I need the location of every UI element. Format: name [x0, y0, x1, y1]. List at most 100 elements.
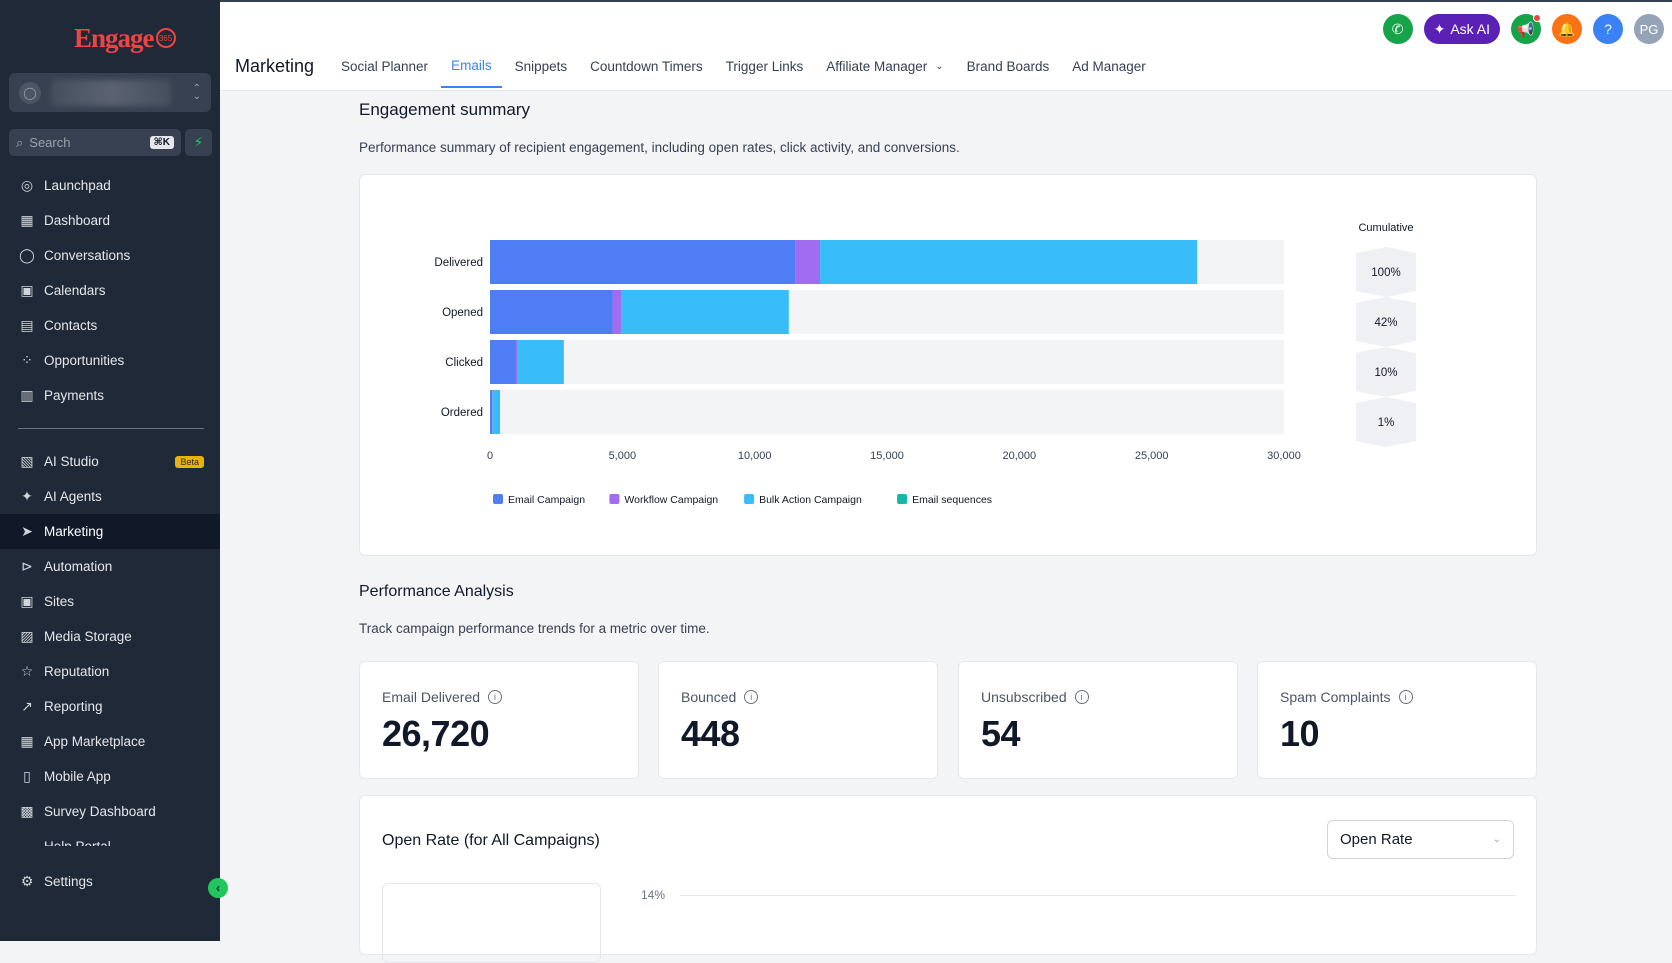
sidebar-item-ai-agents[interactable]: ✦AI Agents	[0, 479, 220, 514]
sidebar-item-sites[interactable]: ▣Sites	[0, 584, 220, 619]
chevron-updown-icon: ⌃⌄	[193, 85, 201, 101]
sidebar-item-opportunities[interactable]: ⁘Opportunities	[0, 343, 220, 378]
category-label: Delivered	[434, 257, 483, 269]
sidebar-item-reputation[interactable]: ☆Reputation	[0, 654, 220, 689]
sidebar-item-label: Contacts	[44, 318, 97, 333]
tab-ad-manager[interactable]: Ad Manager	[1072, 58, 1146, 88]
ask-ai-button[interactable]: ✦ Ask AI	[1424, 14, 1500, 44]
metric-select[interactable]: Open Rate ⌄	[1327, 820, 1514, 859]
sidebar-item-mobile-app[interactable]: ▯Mobile App	[0, 759, 220, 794]
cumulative-value: 100%	[1371, 267, 1400, 279]
avatar-initials: PG	[1640, 22, 1659, 37]
trend-icon: ↗	[18, 698, 36, 716]
sidebar-item-contacts[interactable]: ▤ Contacts	[0, 308, 220, 343]
info-icon[interactable]: i	[1075, 690, 1089, 704]
open-rate-card: Open Rate (for All Campaigns) Open Rate …	[359, 795, 1537, 955]
sidebar-item-automation[interactable]: ⊳Automation	[0, 549, 220, 584]
sidebar-item-survey-dashboard[interactable]: ▩Survey Dashboard	[0, 794, 220, 829]
sidebar-item-dashboard[interactable]: ▦Dashboard	[0, 203, 220, 238]
bar-segment	[613, 290, 621, 334]
phone-icon[interactable]: ✆	[1383, 14, 1413, 44]
sidebar-item-calendars[interactable]: ▣Calendars	[0, 273, 220, 308]
performance-analysis-title: Performance Analysis	[359, 583, 514, 601]
chat-bubble-icon: ◯	[18, 247, 36, 265]
sidebar-item-label: Reporting	[44, 699, 103, 714]
bar-segment	[490, 290, 613, 334]
sidebar-item-label: AI Agents	[44, 489, 102, 504]
open-rate-summary-panel	[382, 883, 601, 963]
payments-icon: ▥	[18, 387, 36, 405]
legend-label: Email Campaign	[508, 494, 585, 506]
sidebar-item-label: Help Portal	[44, 839, 111, 846]
sidebar-item-reporting[interactable]: ↗ Reporting	[0, 689, 220, 724]
quick-action-bolt-icon[interactable]: ⚡	[185, 129, 212, 156]
tab-affiliate-manager[interactable]: Affiliate Manager⌄	[826, 58, 943, 88]
dashboard-icon: ▦	[18, 212, 36, 230]
bar-track	[490, 340, 1284, 384]
stat-value: 54	[981, 713, 1020, 755]
gridline	[680, 895, 1516, 896]
bar-segment	[490, 390, 492, 434]
cumulative-header: Cumulative	[1358, 222, 1413, 234]
sidebar-search[interactable]: ⌕ Search ⌘K	[9, 129, 181, 156]
cumulative-value: 10%	[1374, 367, 1397, 379]
ask-ai-label: Ask AI	[1450, 21, 1490, 37]
sidebar-item-media-storage[interactable]: ▨Media Storage	[0, 619, 220, 654]
tab-social-planner[interactable]: Social Planner	[341, 58, 428, 88]
sidebar-item-conversations[interactable]: ◯Conversations	[0, 238, 220, 273]
info-icon[interactable]: i	[744, 690, 758, 704]
brand-logo[interactable]: Engage 365	[74, 18, 176, 58]
sidebar-item-label: Media Storage	[44, 629, 132, 644]
engagement-chart: Delivered100%Opened42%Clicked10%Ordered1…	[360, 175, 1536, 555]
launchpad-icon: ◎	[18, 177, 36, 195]
open-rate-title: Open Rate (for All Campaigns)	[382, 832, 600, 850]
ai-studio-icon: ▧	[18, 453, 36, 471]
sidebar-item-label: Automation	[44, 559, 112, 574]
megaphone-icon[interactable]: 📢	[1511, 14, 1541, 44]
sparkle-icon: ✦	[1434, 21, 1446, 38]
bar-segment	[621, 290, 789, 334]
user-avatar[interactable]: PG	[1634, 14, 1664, 44]
tab-label: Affiliate Manager	[826, 59, 927, 74]
category-label: Clicked	[445, 357, 483, 369]
x-tick-label: 5,000	[609, 450, 637, 462]
bell-icon[interactable]: 🔔	[1552, 14, 1582, 44]
sidebar-item-settings[interactable]: ⚙ Settings	[0, 864, 220, 899]
performance-analysis-desc: Track campaign performance trends for a …	[359, 621, 710, 636]
sidebar-item-payments[interactable]: ▥Payments	[0, 378, 220, 413]
sidebar-item-launchpad[interactable]: ◎Launchpad	[0, 168, 220, 203]
tab-countdown-timers[interactable]: Countdown Timers	[590, 58, 703, 88]
sites-icon: ▣	[18, 593, 36, 611]
tab-brand-boards[interactable]: Brand Boards	[967, 58, 1050, 88]
help-button[interactable]: ?	[1593, 14, 1623, 44]
page-title: Marketing	[235, 56, 314, 77]
sidebar-item-marketing[interactable]: ➤Marketing	[0, 514, 220, 549]
info-icon[interactable]: i	[1399, 690, 1413, 704]
legend-swatch	[744, 494, 754, 504]
sidebar-item-help-portal[interactable]: ☁ Help Portal	[0, 829, 220, 846]
sidebar-item-app-marketplace[interactable]: ▦App Marketplace	[0, 724, 220, 759]
engagement-summary-desc: Performance summary of recipient engagem…	[359, 140, 960, 155]
tab-snippets[interactable]: Snippets	[515, 58, 568, 88]
bar-segment	[490, 340, 516, 384]
contacts-icon: ▤	[18, 317, 36, 335]
account-switcher[interactable]: ◯ ⌃⌄	[9, 73, 211, 112]
x-tick-label: 25,000	[1135, 450, 1169, 462]
sidebar-divider	[18, 428, 204, 429]
x-tick-label: 15,000	[870, 450, 904, 462]
tab-label: Snippets	[515, 59, 568, 74]
account-name-blurred	[51, 80, 171, 106]
beta-badge: Beta	[175, 456, 204, 468]
tab-trigger-links[interactable]: Trigger Links	[726, 58, 804, 88]
info-icon[interactable]: i	[488, 690, 502, 704]
tab-label: Trigger Links	[726, 59, 804, 74]
tab-emails[interactable]: Emails	[441, 58, 502, 88]
help-portal-icon: ☁	[18, 838, 36, 847]
